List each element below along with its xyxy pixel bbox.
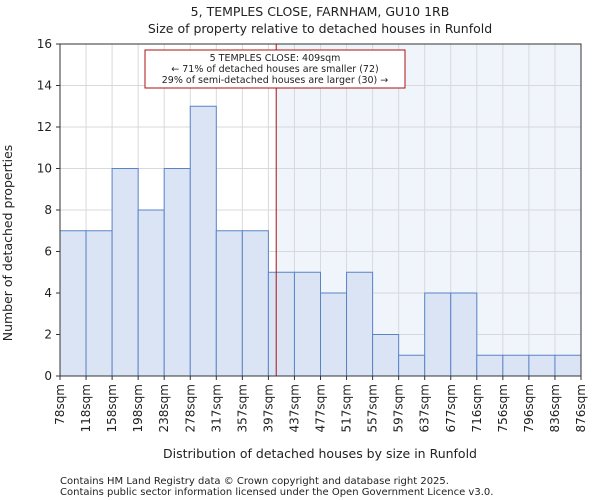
x-tick-label: 876sqm bbox=[574, 384, 588, 432]
x-tick-label: 677sqm bbox=[444, 384, 458, 432]
histogram-bar bbox=[189, 105, 217, 377]
histogram-bar bbox=[320, 292, 348, 377]
x-tick-label: 557sqm bbox=[366, 384, 380, 432]
histogram-bar bbox=[85, 230, 113, 377]
x-tick-label: 517sqm bbox=[340, 384, 354, 432]
y-tick-label: 14 bbox=[37, 79, 52, 93]
y-tick-label: 16 bbox=[37, 37, 52, 51]
x-axis-label: Distribution of detached houses by size … bbox=[163, 446, 477, 461]
x-tick-label: 437sqm bbox=[287, 384, 301, 432]
annotation-line-1: 5 TEMPLES CLOSE: 409sqm bbox=[210, 53, 341, 64]
histogram-bar bbox=[293, 271, 322, 377]
annotation-border bbox=[144, 49, 406, 89]
x-tick-label: 477sqm bbox=[314, 384, 328, 432]
histogram-bar bbox=[554, 354, 582, 377]
histogram-bar bbox=[398, 354, 426, 377]
histogram-bar bbox=[528, 354, 556, 377]
y-tick-label: 4 bbox=[44, 286, 52, 300]
y-tick-label: 10 bbox=[37, 162, 52, 176]
y-tick-label: 2 bbox=[44, 328, 52, 342]
x-tick-label: 198sqm bbox=[131, 384, 145, 432]
chart-subtitle: Size of property relative to detached ho… bbox=[148, 21, 492, 36]
y-tick-label: 6 bbox=[44, 245, 52, 259]
footer-line-2: Contains public sector information licen… bbox=[60, 487, 493, 498]
histogram-bar bbox=[476, 354, 504, 377]
histogram-bar bbox=[450, 292, 478, 377]
annotation-line-2: ← 71% of detached houses are smaller (72… bbox=[171, 64, 378, 75]
chart-title: 5, TEMPLES CLOSE, FARNHAM, GU10 1RB bbox=[191, 4, 450, 19]
y-axis-label: Number of detached properties bbox=[0, 145, 15, 342]
x-tick-label: 756sqm bbox=[496, 384, 510, 432]
histogram-bar bbox=[137, 209, 165, 377]
histogram-bar bbox=[346, 271, 374, 377]
x-tick-label: 278sqm bbox=[183, 384, 197, 432]
x-tick-label: 118sqm bbox=[79, 384, 93, 432]
annotation-line-3: 29% of semi-detached houses are larger (… bbox=[162, 75, 389, 86]
x-tick-label: 637sqm bbox=[418, 384, 432, 432]
annotation-box: 5 TEMPLES CLOSE: 409sqm ← 71% of detache… bbox=[144, 49, 406, 89]
histogram-bar bbox=[59, 230, 87, 377]
x-tick-label: 357sqm bbox=[235, 384, 249, 432]
x-tick-label: 317sqm bbox=[209, 384, 223, 432]
histogram-bar bbox=[111, 168, 139, 377]
histogram-bar bbox=[241, 230, 269, 377]
y-tick-label: 0 bbox=[44, 369, 52, 383]
x-tick-label: 397sqm bbox=[261, 384, 275, 432]
x-tick-label: 836sqm bbox=[548, 384, 562, 432]
histogram-bar bbox=[267, 271, 295, 377]
x-tick-label: 238sqm bbox=[157, 384, 171, 432]
footer-line-1: Contains HM Land Registry data © Crown c… bbox=[60, 476, 449, 487]
histogram-bar bbox=[424, 292, 452, 377]
histogram-bar bbox=[372, 334, 400, 377]
x-tick-label: 78sqm bbox=[53, 384, 67, 425]
x-tick-label: 796sqm bbox=[522, 384, 536, 432]
x-tick-label: 716sqm bbox=[470, 384, 484, 432]
histogram-bar bbox=[502, 354, 530, 377]
histogram-bar bbox=[215, 230, 243, 377]
histogram-bar bbox=[163, 168, 191, 377]
x-tick-label: 597sqm bbox=[392, 384, 406, 432]
y-tick-label: 8 bbox=[44, 203, 52, 217]
x-tick-label: 158sqm bbox=[105, 384, 119, 432]
y-tick-label: 12 bbox=[37, 120, 52, 134]
